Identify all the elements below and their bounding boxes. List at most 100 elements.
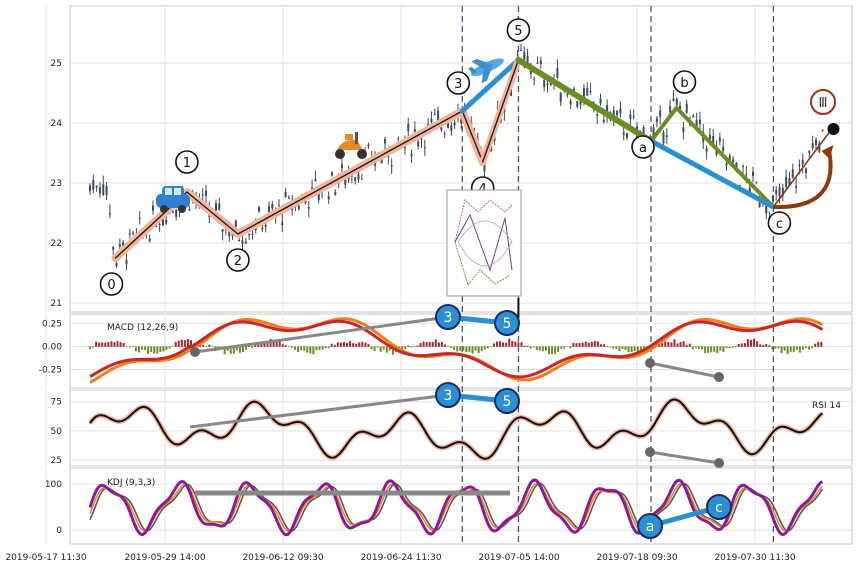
- macd-histogram-bar: [575, 343, 578, 347]
- macd-histogram-bar: [578, 342, 581, 347]
- macd-histogram-bar: [131, 346, 134, 348]
- candle-body: [529, 70, 532, 74]
- candle-body: [543, 80, 546, 87]
- macd-histogram-bar: [450, 346, 453, 348]
- rsi-y-tick: 50: [51, 427, 63, 437]
- candle-body: [367, 144, 370, 147]
- macd-histogram-bar: [217, 346, 220, 349]
- macd-histogram-bar: [548, 346, 550, 355]
- macd-histogram-bar: [633, 346, 636, 351]
- macd-histogram-bar: [95, 341, 98, 347]
- price-y-tick: 21: [51, 299, 62, 309]
- candle-body: [665, 135, 668, 138]
- divergence-badge-label: 5: [503, 394, 512, 410]
- candle-body: [450, 125, 453, 132]
- candle-body: [330, 172, 333, 176]
- macd-signal-line: [89, 319, 824, 379]
- candle-body: [128, 233, 131, 235]
- macd-histogram-bar: [211, 346, 214, 348]
- macd-histogram-bar: [336, 342, 339, 347]
- candle-body: [357, 174, 360, 180]
- car-icon: [156, 186, 190, 213]
- macd-histogram-bar: [153, 346, 156, 354]
- x-tick: 2019-07-18 09:30: [596, 553, 677, 563]
- divergence-badge: [494, 388, 520, 414]
- macd-histogram-bar: [287, 346, 290, 348]
- macd-histogram-bar: [98, 342, 101, 347]
- macd-histogram-bar: [275, 341, 278, 347]
- candle-body: [775, 190, 778, 195]
- candle-body: [423, 147, 426, 149]
- macd-histogram-bar: [122, 342, 125, 347]
- macd-histogram-bar: [266, 342, 269, 347]
- impulse-line: [482, 59, 520, 163]
- candle-body: [460, 118, 463, 124]
- candle-body: [602, 119, 605, 122]
- macd-histogram-bar: [624, 346, 627, 350]
- rsi-divergence-line: [189, 393, 449, 429]
- candle-body: [705, 148, 708, 152]
- macd-histogram-bar: [771, 346, 774, 350]
- macd-histogram-bar: [505, 342, 508, 347]
- macd-histogram-bar: [431, 342, 434, 347]
- macd-histogram-bar: [309, 346, 312, 354]
- candle-body: [546, 83, 549, 86]
- macd-histogram-bar: [364, 342, 367, 347]
- candle-body: [89, 185, 91, 191]
- macd-histogram-bar: [707, 346, 710, 353]
- macd-histogram-bar: [486, 346, 489, 349]
- candle-body: [596, 114, 599, 116]
- divergence-badge-label: 5: [503, 316, 512, 332]
- candle-body: [241, 240, 244, 244]
- candle-body: [765, 206, 768, 214]
- candle-body: [258, 206, 261, 212]
- x-tick: 2019-05-17 11:30: [5, 553, 86, 563]
- macd-histogram-bar: [125, 346, 128, 348]
- macd-histogram-bar: [474, 346, 477, 351]
- macd-histogram-bar: [327, 346, 330, 349]
- macd-divergence-line: [649, 361, 720, 379]
- impulse-line: [237, 110, 463, 235]
- candle-body: [582, 88, 585, 97]
- x-tick: 2019-06-12 09:30: [242, 553, 323, 563]
- macd-histogram-bar: [116, 341, 119, 347]
- candle-body: [732, 159, 735, 163]
- macd-histogram-bar: [119, 342, 122, 347]
- macd-title: MACD (12,26,9): [107, 323, 178, 333]
- macd-histogram-bar: [147, 346, 150, 354]
- macd-histogram-bar: [342, 342, 345, 347]
- wave-label-circle: [631, 135, 655, 159]
- candle-body: [188, 209, 191, 211]
- scooter-icon: [335, 132, 367, 159]
- candle-body: [334, 192, 337, 195]
- candle-body: [417, 141, 420, 147]
- candle-body: [655, 118, 658, 122]
- candle-body: [340, 164, 343, 169]
- macd-histogram-bar: [811, 346, 814, 349]
- candle-body: [447, 120, 450, 128]
- macd-histogram-bar: [753, 338, 756, 347]
- macd-histogram-bar: [89, 346, 91, 350]
- candle-body: [268, 206, 271, 212]
- candle-body: [317, 193, 320, 201]
- candle-body: [788, 178, 791, 185]
- candle-body: [277, 204, 280, 206]
- candle-body: [205, 190, 208, 197]
- macd-y-tick: 0.00: [42, 342, 62, 352]
- candle-body: [148, 238, 151, 242]
- macd-histogram-bar: [391, 346, 394, 355]
- macd-histogram-bar: [557, 346, 560, 352]
- candle-body: [350, 175, 353, 177]
- candle-body: [745, 173, 748, 175]
- divergence-badge-label: 3: [444, 388, 453, 404]
- macd-histogram-bar: [526, 345, 529, 347]
- candle-body: [165, 220, 168, 224]
- macd-histogram-bar: [355, 343, 358, 347]
- candle-body: [612, 110, 615, 118]
- divergence-badge: [435, 304, 461, 330]
- candle-body: [287, 197, 290, 199]
- projection-endpoint: [827, 123, 840, 135]
- macd-histogram-bar: [165, 346, 168, 350]
